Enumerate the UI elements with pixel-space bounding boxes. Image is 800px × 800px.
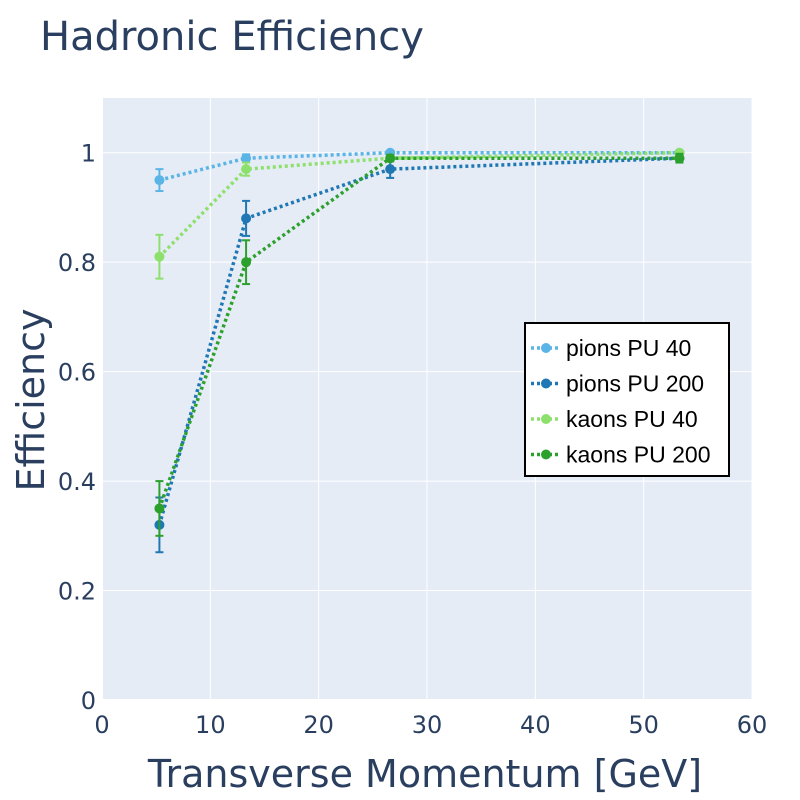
legend-item: kaons PU 40 xyxy=(531,406,698,432)
legend-item: pions PU 200 xyxy=(531,371,704,397)
legend-label: kaons PU 200 xyxy=(566,442,710,468)
data-point xyxy=(154,251,165,262)
data-point xyxy=(154,175,165,186)
legend: pions PU 40 pions PU 200 kaons PU 40 kaons … xyxy=(524,322,730,477)
series-line xyxy=(158,150,680,182)
data-point xyxy=(241,213,252,224)
data-point xyxy=(385,164,396,175)
x-tick-label: 40 xyxy=(520,711,551,739)
x-tick-label: 10 xyxy=(195,711,226,739)
legend-item: pions PU 40 xyxy=(531,335,691,361)
legend-label: pions PU 40 xyxy=(566,335,691,361)
legend-box xyxy=(524,322,730,477)
series-line xyxy=(158,150,680,258)
series-3 xyxy=(154,152,685,537)
x-tick-label: 20 xyxy=(303,711,334,739)
y-tick-label: 1 xyxy=(81,140,96,168)
data-point xyxy=(241,153,252,164)
series-line xyxy=(157,156,680,510)
y-axis-title: Efficiency xyxy=(9,308,53,491)
data-point xyxy=(674,153,685,164)
x-tick-label: 0 xyxy=(94,711,109,739)
legend-swatch-marker xyxy=(541,378,551,389)
x-tick-label: 60 xyxy=(737,711,768,739)
legend-label: kaons PU 40 xyxy=(566,406,698,432)
legend-label: pions PU 200 xyxy=(566,371,704,397)
legend-item: kaons PU 200 xyxy=(531,442,710,468)
chart-title: Hadronic Efficiency xyxy=(40,14,424,60)
legend-swatch-marker xyxy=(541,343,551,353)
data-point xyxy=(385,153,396,164)
y-tick-label: 0 xyxy=(81,687,96,715)
axis-ticks: 0 10 20 30 40 50 60 0 0.2 0.4 0.6 0.8 1 xyxy=(58,140,767,739)
data-point xyxy=(154,503,165,514)
data-point xyxy=(241,164,252,175)
y-tick-label: 0.2 xyxy=(58,578,96,606)
legend-swatch-marker xyxy=(541,414,551,424)
y-tick-label: 0.4 xyxy=(58,468,96,496)
x-axis-title: Transverse Momentum [GeV] xyxy=(147,752,702,796)
x-tick-label: 30 xyxy=(412,711,443,739)
data-point xyxy=(241,257,252,268)
legend-swatch-marker xyxy=(541,449,551,460)
series-layer xyxy=(154,147,685,554)
y-tick-label: 0.6 xyxy=(58,359,96,387)
x-tick-label: 50 xyxy=(628,711,659,739)
y-tick-label: 0.8 xyxy=(58,249,96,277)
